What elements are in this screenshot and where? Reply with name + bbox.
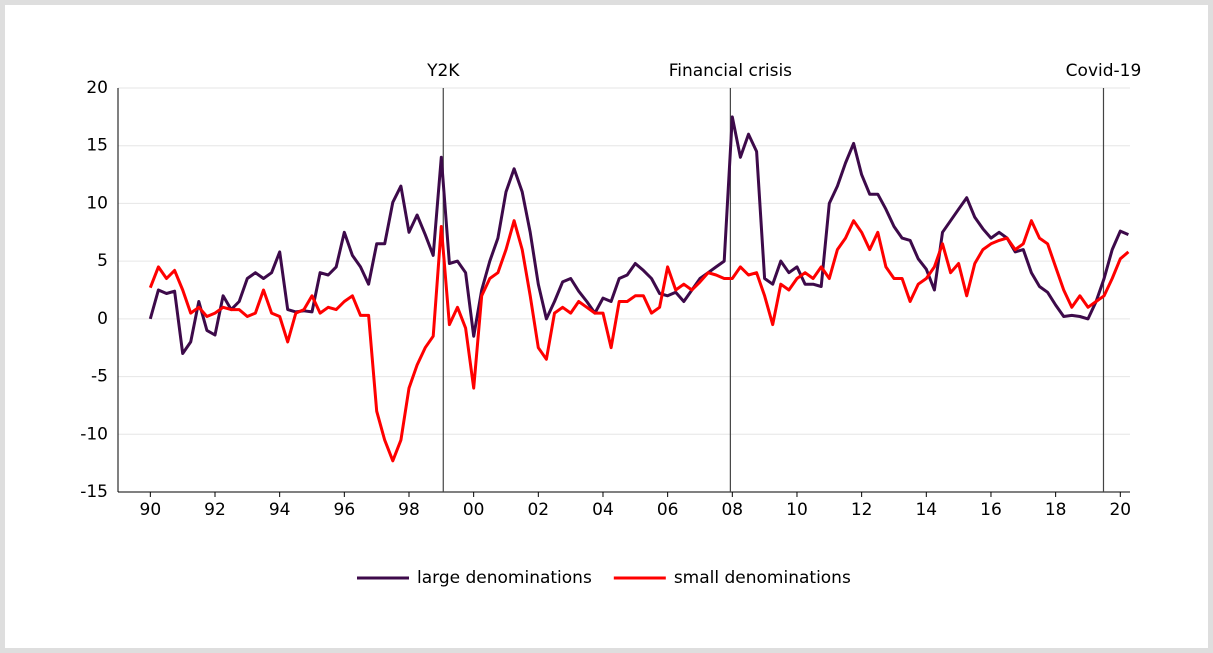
x-tick-label: 92 xyxy=(204,500,226,520)
x-tick-label: 04 xyxy=(592,500,614,520)
y-tick-label: 10 xyxy=(86,193,108,213)
x-tick-label: 08 xyxy=(721,500,743,520)
y-tick-label: 0 xyxy=(97,309,108,329)
x-tick-label: 00 xyxy=(463,500,485,520)
x-tick-label: 10 xyxy=(786,500,808,520)
y-tick-label: -5 xyxy=(91,367,108,387)
x-tick-label: 96 xyxy=(334,500,356,520)
series-line xyxy=(148,115,1129,355)
y-tick-label: 20 xyxy=(86,78,108,98)
legend-label: large denominations xyxy=(417,568,592,588)
event-label: Covid-19 xyxy=(1066,61,1142,81)
x-tick-label: 98 xyxy=(398,500,420,520)
y-tick-label: -15 xyxy=(80,482,108,502)
event-label: Y2K xyxy=(426,61,460,81)
y-tick-label: 15 xyxy=(86,136,108,156)
legend-label: small denominations xyxy=(674,568,851,588)
x-tick-label: 02 xyxy=(527,500,549,520)
x-tick-label: 90 xyxy=(140,500,162,520)
series-line xyxy=(148,219,1130,463)
x-tick-label: 14 xyxy=(915,500,937,520)
x-tick-label: 20 xyxy=(1109,500,1131,520)
x-tick-label: 16 xyxy=(980,500,1002,520)
y-tick-label: -10 xyxy=(80,424,108,444)
x-tick-label: 94 xyxy=(269,500,291,520)
y-tick-label: 5 xyxy=(97,251,108,271)
x-tick-label: 12 xyxy=(851,500,873,520)
event-label: Financial crisis xyxy=(669,61,792,81)
x-tick-label: 06 xyxy=(657,500,679,520)
x-tick-label: 18 xyxy=(1045,500,1067,520)
